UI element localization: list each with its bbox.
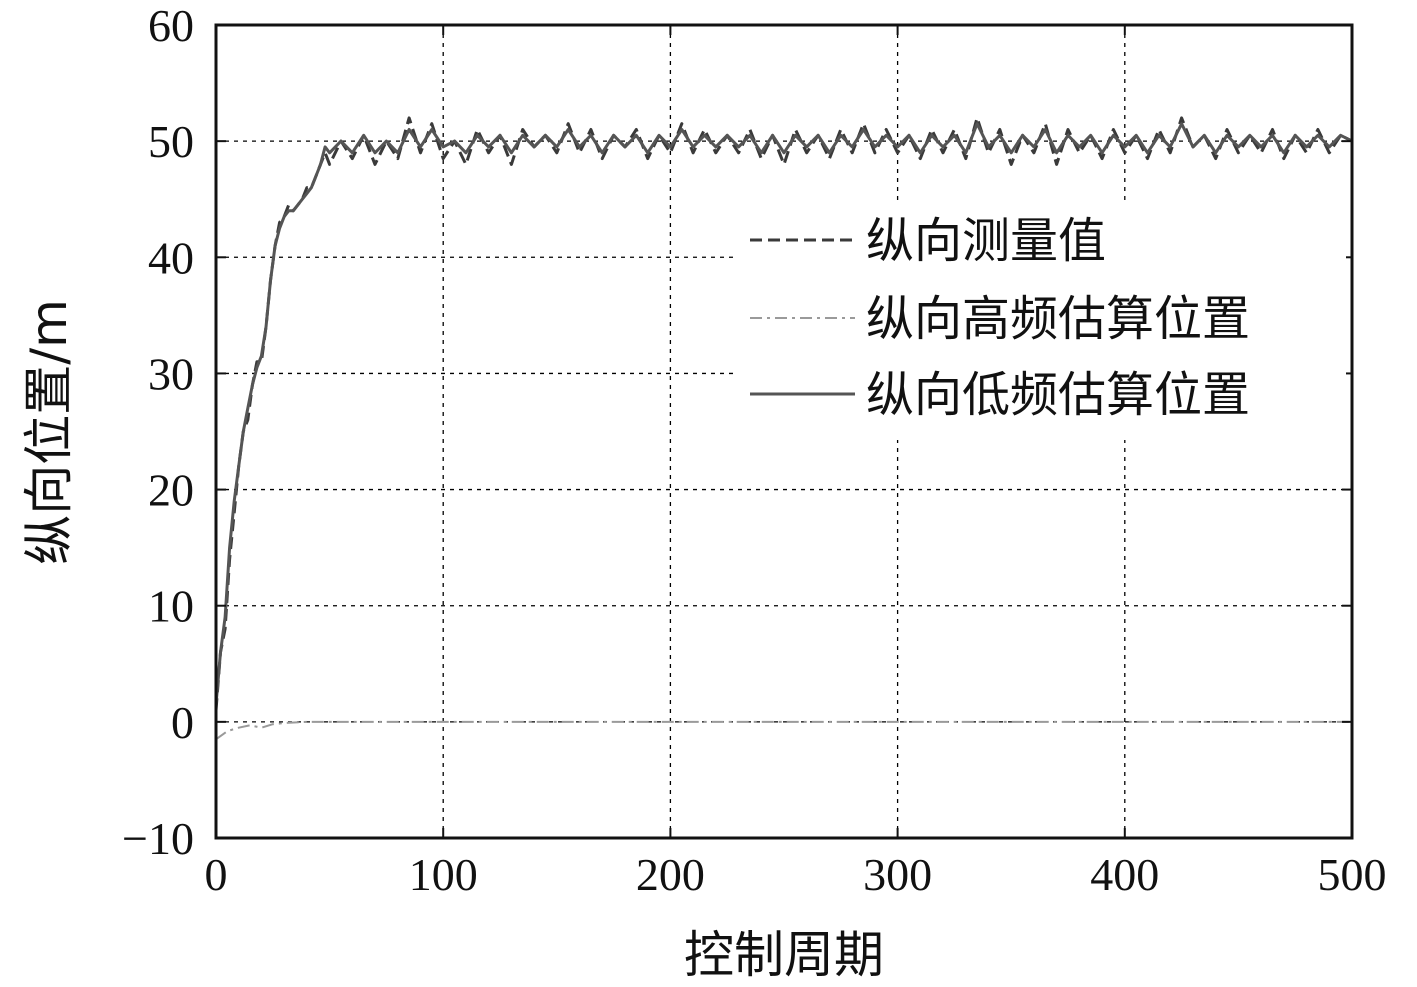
y-tick-label: 0 <box>171 697 194 748</box>
legend-label-1: 纵向测量值 <box>866 213 1106 269</box>
series-line-2 <box>215 720 1352 741</box>
y-tick-label: 40 <box>148 232 194 283</box>
y-tick-label: 10 <box>148 581 194 632</box>
y-tick-label: 30 <box>148 348 194 399</box>
legend-background <box>738 200 1346 440</box>
y-tick-label: 60 <box>148 0 194 51</box>
series-line-3 <box>214 122 1353 705</box>
y-tick-label: 20 <box>148 465 194 516</box>
x-tick-label: 0 <box>205 849 228 900</box>
plot-frame <box>214 23 1354 840</box>
x-tick-label: 500 <box>1318 849 1387 900</box>
y-axis-label: 纵向位置/m <box>20 299 78 565</box>
x-tick-label: 400 <box>1090 849 1159 900</box>
legend-label-2: 纵向高频估算位置 <box>866 291 1250 347</box>
x-tick-label: 100 <box>409 849 478 900</box>
x-tick-label: 200 <box>636 849 705 900</box>
x-tick-label: 300 <box>863 849 932 900</box>
legend-label-3: 纵向低频估算位置 <box>866 367 1250 423</box>
y-tick-label: −10 <box>122 813 194 864</box>
x-axis-label: 控制周期 <box>684 926 884 984</box>
y-tick-label: 50 <box>148 116 194 167</box>
series-group <box>214 116 1353 741</box>
